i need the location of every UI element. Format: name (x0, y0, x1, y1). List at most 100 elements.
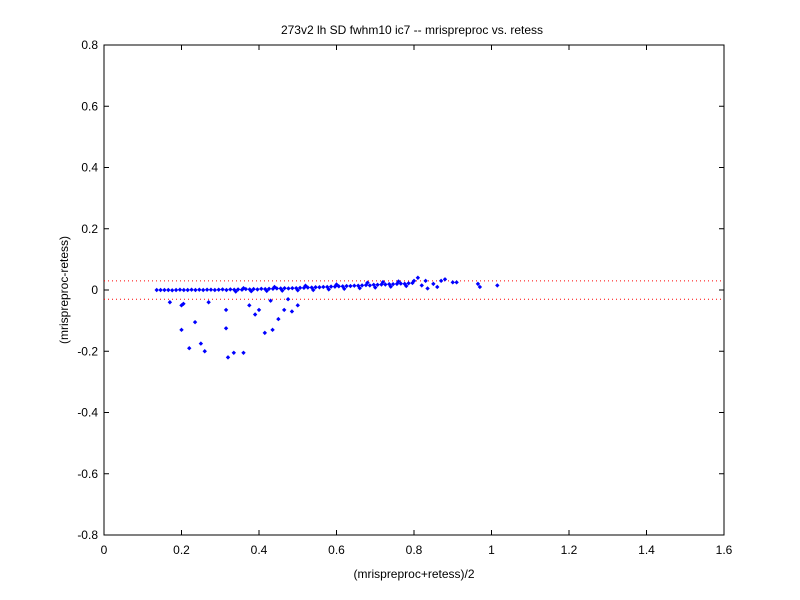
data-point (359, 283, 365, 288)
data-point (423, 278, 428, 284)
data-point (357, 285, 362, 291)
data-point (189, 287, 194, 292)
data-point (220, 287, 225, 292)
data-point (208, 287, 214, 292)
data-point (295, 288, 300, 293)
data-point (228, 287, 233, 292)
data-point (276, 316, 281, 322)
x-tick-label: 0.2 (173, 543, 190, 557)
data-point (162, 287, 167, 293)
data-point (313, 285, 318, 290)
data-point (390, 281, 396, 287)
data-point (295, 303, 300, 308)
data-point (450, 280, 455, 285)
x-tick-label: 0.4 (251, 543, 268, 557)
data-point (154, 287, 159, 293)
data-point (187, 345, 192, 351)
data-point (454, 280, 459, 285)
data-point (477, 284, 483, 290)
data-point (281, 307, 287, 313)
y-tick-label: 0.8 (81, 38, 98, 52)
x-tick-label: 1.6 (716, 543, 733, 557)
data-point (202, 349, 207, 354)
data-point (334, 282, 339, 287)
x-tick-label: 0 (101, 543, 108, 557)
data-point (375, 282, 380, 287)
data-point (177, 287, 183, 292)
y-axis-label: (mrispreproc-retess) (57, 236, 71, 344)
data-point (268, 298, 273, 303)
data-point (192, 319, 198, 325)
x-tick-label: 0.6 (328, 543, 345, 557)
data-point (179, 303, 184, 308)
data-point (419, 283, 424, 288)
data-point (201, 287, 206, 293)
data-point (235, 287, 241, 292)
data-point (185, 287, 190, 293)
data-point (365, 280, 370, 285)
data-point (231, 350, 237, 355)
data-point (216, 287, 221, 292)
y-tick-label: 0.4 (81, 161, 98, 175)
data-point (259, 286, 264, 291)
data-point (266, 286, 272, 291)
data-point (223, 326, 229, 331)
x-tick-label: 1.2 (561, 543, 578, 557)
data-point (398, 281, 404, 286)
data-point (233, 289, 238, 294)
x-tick-label: 1.4 (638, 543, 655, 557)
x-axis-ticks: 0 0.2 0.4 0.6 0.8 1 1.2 1.4 1.6 (101, 45, 733, 557)
data-point (317, 285, 322, 290)
y-tick-label: -0.6 (77, 467, 98, 481)
data-point (224, 287, 229, 293)
data-point (197, 287, 202, 292)
data-point (367, 283, 373, 288)
x-tick-label: 0.8 (406, 543, 423, 557)
data-point (396, 279, 401, 284)
data-point (425, 286, 430, 291)
data-point (251, 286, 256, 292)
data-point (256, 307, 262, 313)
data-point (166, 287, 171, 293)
data-point (270, 327, 275, 333)
y-tick-label: -0.4 (77, 406, 98, 420)
data-point (204, 287, 210, 292)
data-point (252, 312, 258, 317)
data-point (380, 279, 386, 285)
data-point (212, 287, 218, 293)
data-point (255, 287, 260, 292)
data-point (311, 287, 316, 293)
data-point (342, 286, 347, 291)
reference-lines (104, 280, 724, 300)
data-point (290, 285, 295, 291)
data-point (326, 287, 331, 292)
data-point (373, 285, 378, 290)
data-point (198, 341, 204, 346)
data-point (181, 301, 186, 306)
data-point (173, 287, 179, 293)
data-point (406, 281, 411, 286)
data-point (158, 287, 163, 293)
data-point (181, 287, 187, 293)
data-point (388, 284, 393, 289)
data-point (225, 355, 231, 360)
data-point (495, 283, 500, 288)
data-point (431, 281, 436, 287)
data-point (289, 309, 295, 314)
data-point (415, 275, 421, 280)
data-point (249, 289, 254, 294)
data-point (179, 327, 184, 333)
data-point (404, 283, 409, 289)
data-point (303, 283, 308, 288)
data-point (272, 284, 277, 290)
data-point (170, 288, 175, 293)
data-point (206, 300, 211, 305)
data-point (438, 278, 444, 284)
data-point (241, 350, 246, 355)
data-point (328, 284, 334, 289)
y-tick-label: -0.8 (77, 528, 98, 542)
data-point (344, 283, 349, 289)
data-point (348, 283, 353, 289)
data-point (442, 277, 448, 282)
